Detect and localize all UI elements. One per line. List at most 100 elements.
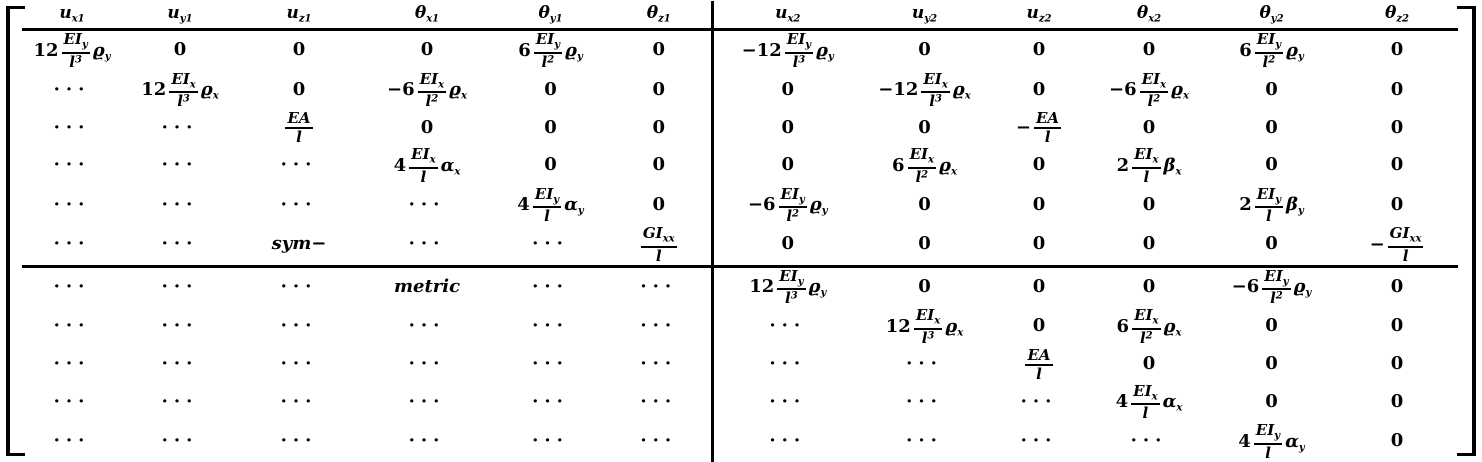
matrix-row-10: ··· ··· ··· ··· ··· ··· ··· ··· ··· 4 EIx l αx 0 0 (22, 381, 1458, 422)
matrix-cell-r8-c5: ··· (532, 315, 569, 337)
matrix-cell-r11-c9: ··· (1020, 430, 1058, 452)
matrix-cell-r5-c8: 0 (918, 193, 931, 215)
matrix-cell-r3-c8: 0 (918, 116, 931, 138)
matrix-cell-r10-c5: ··· (532, 390, 569, 412)
matrix-cell-r11-c8: ··· (906, 430, 943, 452)
matrix-close-bracket (1457, 6, 1476, 456)
matrix-row-3: ··· ··· EA l 0 0 0 0 0 − EA l 0 0 0 (22, 110, 1458, 146)
matrix-row-8: ··· ··· ··· ··· ··· ··· ··· 12 EIx l3 ϱx 0 6 EIx l2 ϱx 0… (22, 307, 1458, 347)
matrix-cell-r3-c7: 0 (781, 116, 795, 138)
matrix-cell-r3-c2: ··· (161, 116, 199, 138)
matrix-cell-r8-c3: ··· (280, 315, 318, 337)
matrix-cell-r11-c4: ··· (408, 430, 446, 452)
matrix-cell-r5-c5: 4 EIy l αy (517, 184, 584, 225)
matrix-cell-r10-c3: ··· (280, 390, 318, 412)
matrix-cell-r7-c7: 12 EIy l3 ϱy (749, 266, 827, 307)
column-header-uy2: uy2 (862, 1, 987, 31)
matrix-cell-r5-c3: ··· (280, 193, 318, 215)
matrix-cell-r5-c6: 0 (607, 185, 714, 225)
matrix-cell-r9-c3: ··· (280, 353, 318, 375)
matrix-cell-r6-c4: ··· (360, 225, 494, 268)
matrix-cell-r4-c4: 4 EIx l αx (393, 145, 461, 186)
matrix-cell-r6-c3: sym− (238, 225, 360, 268)
matrix-cell-r6-c12: − GIxx l (1336, 225, 1458, 268)
matrix-cell-r10-c11: 0 (1265, 390, 1278, 412)
matrix-cell-r5-c12: 0 (1390, 193, 1404, 215)
matrix-body: 12 EIy l3 ϱy 0 0 0 6 EIy l2 ϱy 0 −12 EIy l3 ϱy 0 0 0 6 EIy l2… (22, 29, 1458, 462)
matrix-cell-r3-c4: 0 (420, 116, 434, 138)
matrix-cell-r7-c9: 0 (1032, 275, 1046, 297)
matrix-cell-r6-c10: 0 (1091, 225, 1207, 268)
matrix-cell-r6-c11: 0 (1207, 225, 1336, 268)
column-header-θz1: θz1 (607, 1, 714, 31)
matrix-cell-r11-c5: ··· (532, 430, 569, 452)
column-header-θx1: θx1 (360, 1, 494, 31)
matrix-cell-r9-c5: ··· (532, 353, 569, 375)
matrix-cell-r1-c4: 0 (420, 39, 434, 61)
matrix-cell-r8-c6: ··· (607, 307, 714, 347)
matrix-cell-r7-c11: −6 EIy l2 ϱy (1231, 266, 1312, 307)
matrix-cell-r2-c2: 12 EIx l3 ϱx (141, 69, 219, 110)
matrix-row-5: ··· ··· ··· ··· 4 EIy l αy 0 −6 EIy l2 ϱy 0 0 0 2 EIy l βy 0 (22, 184, 1458, 225)
matrix-cell-r11-c1: ··· (53, 430, 91, 452)
matrix-cell-r7-c5: ··· (532, 275, 569, 297)
column-header-uy1: uy1 (122, 1, 238, 31)
matrix-row-2: ··· 12 EIx l3 ϱx 0 −6 EIx l2 ϱx 0 0 0 −12 EIx l3 ϱx 0 −6 EI… (22, 69, 1458, 110)
matrix-cell-r10-c12: 0 (1390, 390, 1404, 412)
matrix-cell-r11-c12: 0 (1390, 430, 1404, 452)
matrix-cell-r7-c10: 0 (1142, 275, 1156, 297)
matrix-cell-r9-c6: ··· (607, 346, 714, 383)
matrix-cell-r11-c11: 4 EIy l αy (1238, 421, 1305, 462)
column-header-θz2: θz2 (1336, 1, 1458, 31)
matrix-cell-r7-c8: 0 (918, 275, 931, 297)
matrix-row-11: ··· ··· ··· ··· ··· ··· ··· ··· ··· ··· 4 EIy l αy 0 (22, 422, 1458, 462)
matrix-cell-r6-c5: ··· (494, 225, 607, 268)
matrix-cell-r3-c6: 0 (607, 110, 714, 146)
matrix-cell-r2-c6: 0 (607, 70, 714, 110)
matrix-cell-r8-c4: ··· (408, 315, 446, 337)
matrix-cell-r2-c1: ··· (53, 78, 91, 100)
matrix-cell-r9-c8: ··· (906, 353, 943, 375)
matrix-cell-r2-c12: 0 (1390, 78, 1404, 100)
matrix-cell-r9-c7: ··· (769, 353, 807, 375)
matrix-cell-r2-c9: 0 (1032, 78, 1046, 100)
matrix-cell-r4-c1: ··· (53, 154, 91, 176)
matrix-cell-r5-c9: 0 (1032, 193, 1046, 215)
matrix-cell-r10-c9: ··· (1020, 390, 1058, 412)
matrix-cell-r8-c12: 0 (1390, 315, 1404, 337)
matrix-cell-r2-c4: −6 EIx l2 ϱx (387, 69, 467, 110)
matrix-cell-r7-c2: ··· (161, 275, 199, 297)
matrix-cell-r10-c2: ··· (161, 390, 199, 412)
matrix-cell-r8-c7: ··· (769, 315, 807, 337)
matrix-row-1: 12 EIy l3 ϱy 0 0 0 6 EIy l2 ϱy 0 −12 EIy l3 ϱy 0 0 0 6 EIy l2… (22, 29, 1458, 71)
matrix-cell-r6-c9: 0 (987, 225, 1091, 268)
matrix-cell-r6-c6: GIxx l (607, 225, 714, 268)
matrix-cell-r11-c2: ··· (161, 430, 199, 452)
matrix-cell-r6-c2: ··· (122, 225, 238, 268)
matrix-cell-r11-c10: ··· (1130, 430, 1168, 452)
matrix-cell-r2-c11: 0 (1265, 78, 1278, 100)
matrix-row-4: ··· ··· ··· 4 EIx l αx 0 0 0 6 EIx l2 ϱx 0 2 EIx l βx 0 0 (22, 146, 1458, 186)
matrix-cell-r1-c1: 12 EIy l3 ϱy (33, 30, 111, 71)
matrix-cell-r4-c7: 0 (781, 154, 795, 176)
matrix-cell-r1-c9: 0 (1032, 39, 1046, 61)
matrix-cell-r3-c10: 0 (1142, 116, 1156, 138)
matrix-cell-r1-c8: 0 (918, 39, 931, 61)
column-header-ux2: ux2 (712, 1, 862, 31)
matrix-cell-r9-c11: 0 (1265, 353, 1278, 375)
matrix-cell-r4-c9: 0 (1032, 154, 1046, 176)
matrix-cell-r7-c6: ··· (607, 266, 714, 307)
matrix-cell-r10-c10: 4 EIx l αx (1115, 381, 1183, 422)
matrix-cell-r10-c6: ··· (607, 382, 714, 422)
matrix-cell-r5-c7: −6 EIy l2 ϱy (747, 184, 828, 225)
matrix-cell-r2-c8: −12 EIx l3 ϱx (878, 69, 971, 110)
matrix-cell-r9-c4: ··· (408, 353, 446, 375)
matrix-cell-r9-c2: ··· (161, 353, 199, 375)
matrix-cell-r9-c10: 0 (1142, 353, 1156, 375)
matrix-cell-r3-c9: − EA l (1015, 109, 1062, 146)
matrix-cell-r6-c8: 0 (862, 225, 987, 268)
matrix-cell-r8-c11: 0 (1265, 315, 1278, 337)
matrix-cell-r11-c7: ··· (769, 430, 807, 452)
matrix-cell-r4-c8: 6 EIx l2 ϱx (892, 145, 957, 186)
